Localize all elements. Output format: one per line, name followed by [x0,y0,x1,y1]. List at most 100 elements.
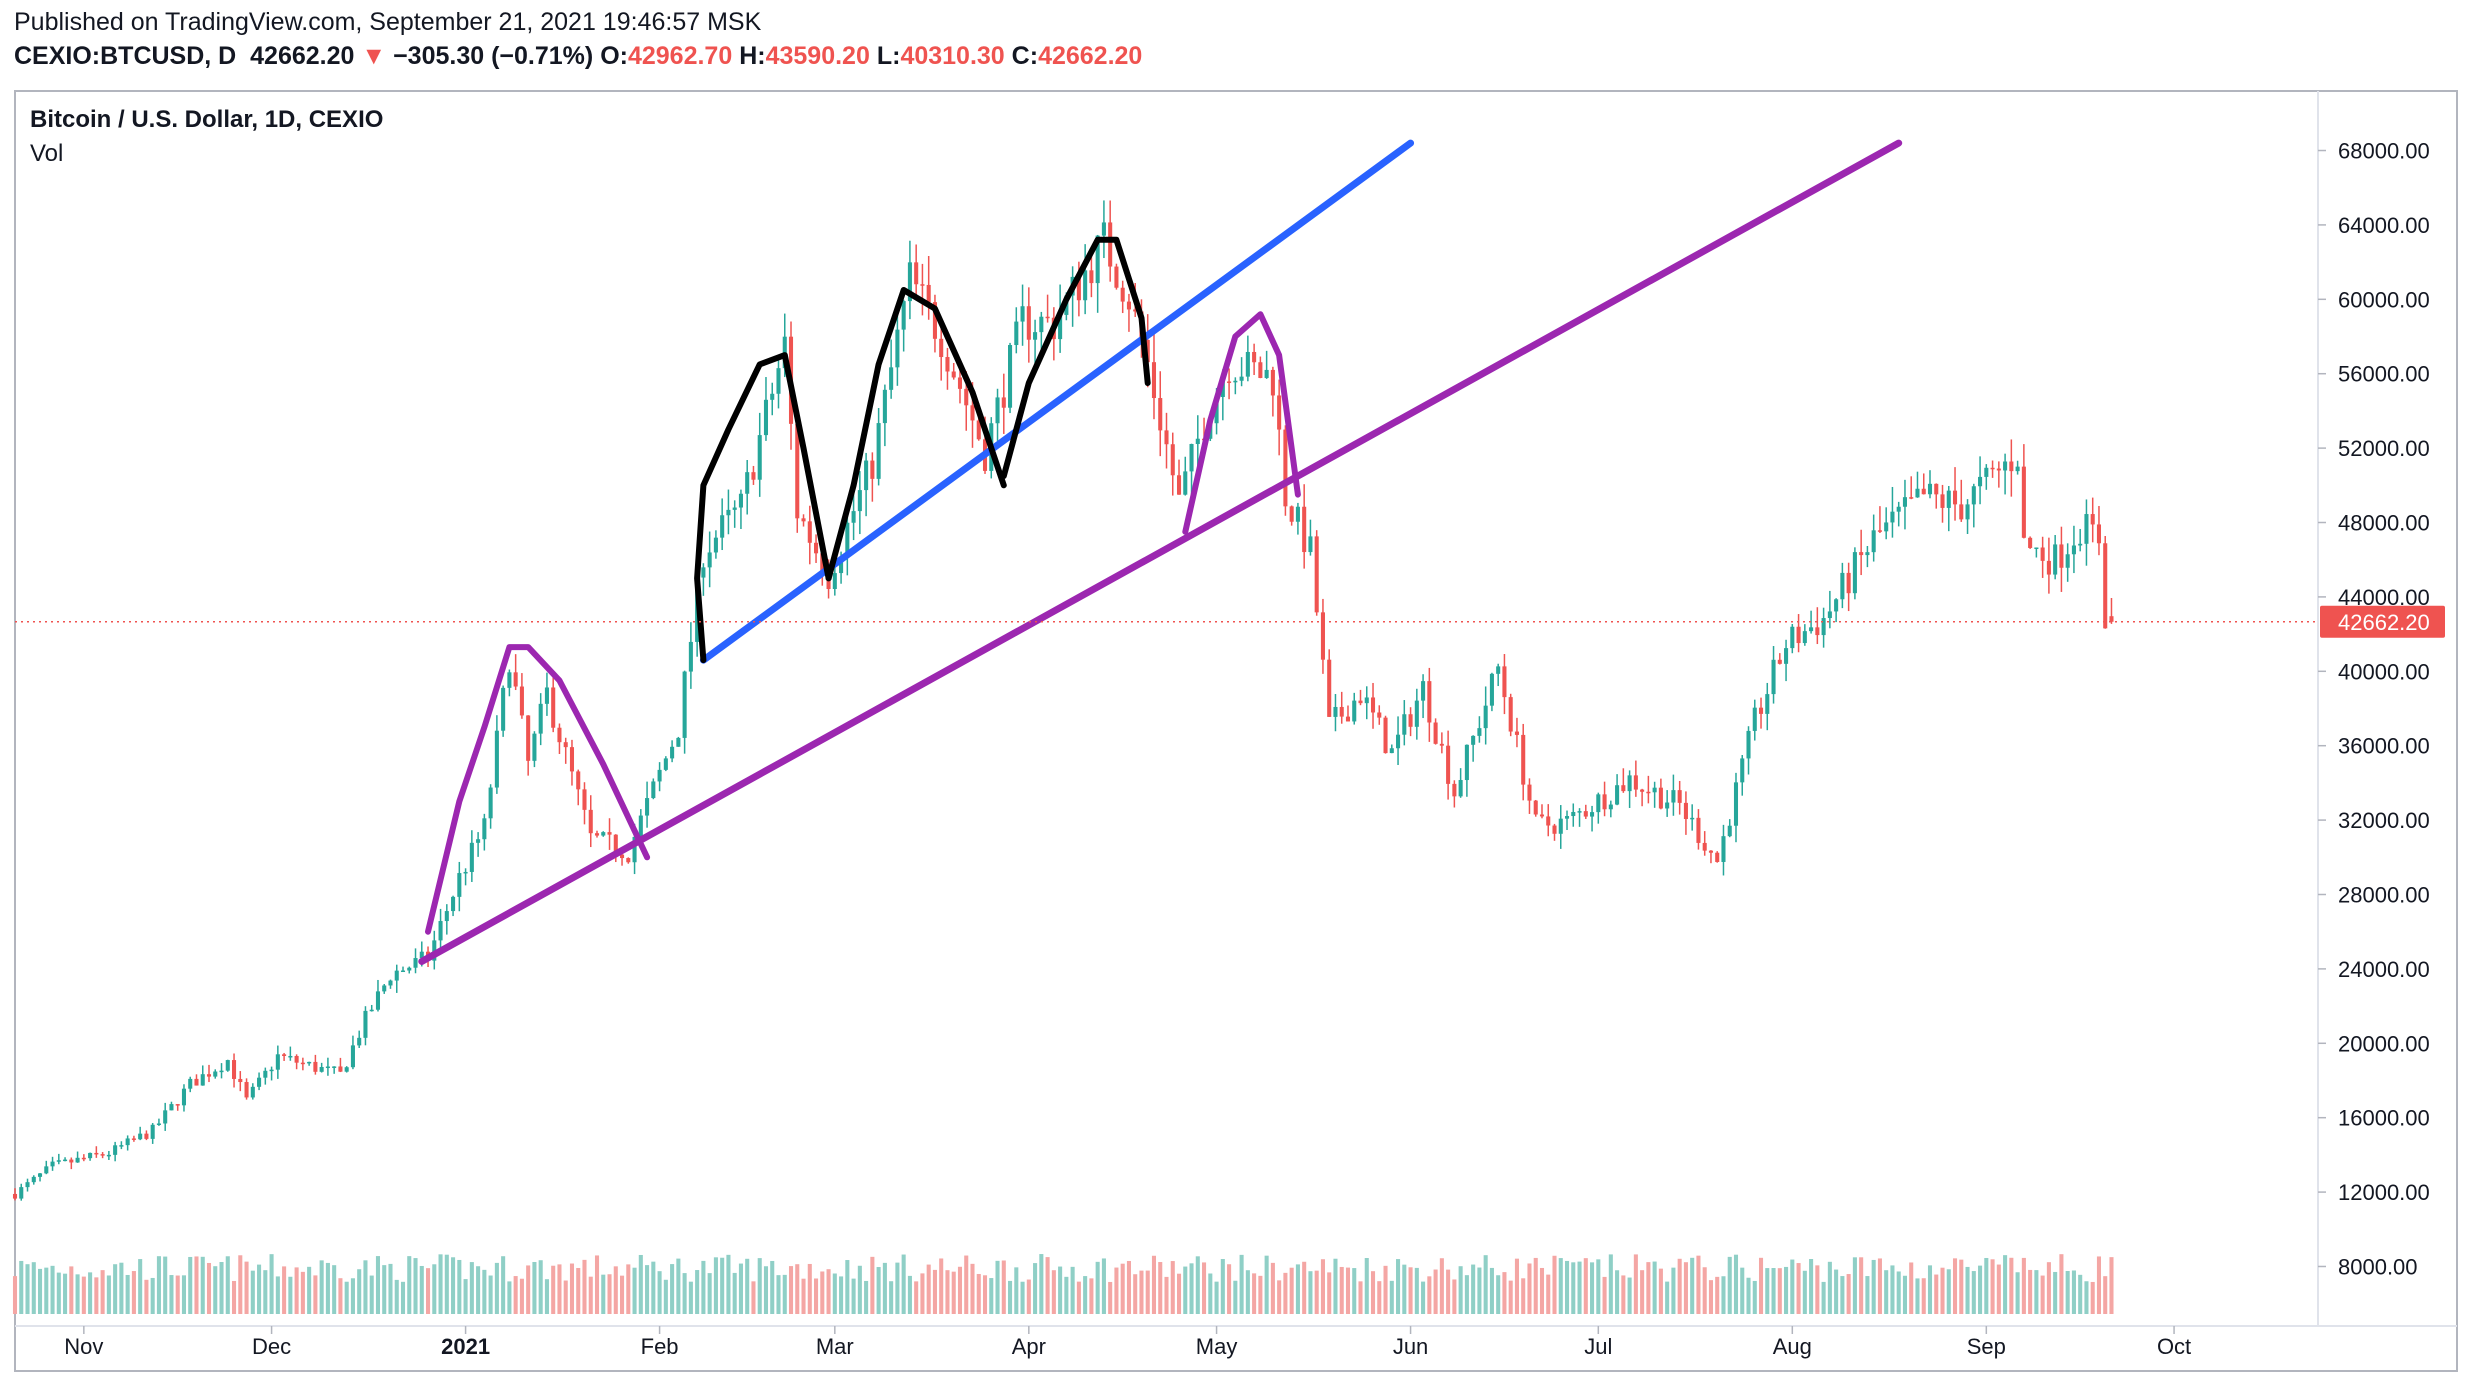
candle-body [1665,802,1670,809]
candle-body [939,338,944,358]
candle-body [1101,222,1106,236]
purple-trendline[interactable] [418,139,1903,965]
candle-body [12,1193,18,1199]
volume-bar [682,1273,687,1314]
candle-body [713,537,718,553]
volume-bar [476,1266,481,1314]
volume-bar [181,1275,187,1314]
volume-bar [889,1281,894,1314]
blue-trendline[interactable] [699,139,1415,664]
volume-bar [726,1254,731,1314]
candle-body [1176,475,1182,495]
volume-bar [1014,1267,1019,1314]
candle-body [1026,306,1031,340]
volume-bar [1308,1271,1313,1314]
volume-bar [1877,1258,1882,1314]
volume-bar [1095,1261,1100,1314]
candle-body [820,553,825,575]
candle-body [1214,396,1219,424]
volume-bar [56,1272,61,1314]
volume-bar [225,1256,230,1314]
volume-bar [1176,1273,1182,1314]
candle-body [1058,314,1063,340]
symbol-label[interactable]: CEXIO:BTCUSD, D [14,42,237,70]
volume-bar [1070,1266,1075,1314]
candle-body [526,715,531,761]
volume-bar [44,1267,49,1314]
volume-bar [901,1254,906,1314]
candle-body [1370,697,1376,713]
candle-body [1489,673,1494,706]
candle-body [1840,572,1845,600]
candle-body [1483,705,1488,729]
candle-body [970,405,975,421]
volume-bar [801,1278,806,1314]
volume-bar [1151,1255,1157,1314]
volume-bar [1758,1257,1764,1314]
candle-body [1884,522,1889,532]
volume-bar [663,1279,668,1314]
candle-body [682,671,687,738]
candle-body [50,1161,55,1167]
volume-bar [1840,1276,1845,1314]
candle-body [131,1138,136,1140]
candle-body [282,1054,287,1056]
volume-bar [995,1260,1000,1314]
volume-bar [1852,1257,1857,1314]
candle-body [538,703,543,734]
black-arc-1[interactable] [694,352,832,664]
volume-bar [213,1266,218,1314]
purple-arc-right[interactable] [1182,311,1301,535]
black-arc-3[interactable] [1000,236,1151,479]
black-arc-2[interactable] [825,287,1007,582]
candle-body [1383,717,1388,754]
purple-arc-left[interactable] [425,644,651,935]
volume-bar [1508,1280,1513,1314]
candle-body [1076,276,1081,301]
candle-body [2003,461,2008,471]
volume-bar [2015,1272,2020,1314]
candle-body [250,1086,255,1098]
volume-bar [1001,1260,1006,1314]
candle-body [1258,362,1263,378]
volume-bar [1339,1266,1344,1314]
volume-bar [1971,1271,1976,1314]
volume-bar [2053,1271,2058,1314]
volume-bar [413,1258,418,1314]
candle-body [1708,850,1713,853]
candle-body [670,746,675,759]
candle-body [2059,544,2064,568]
y-tick-label: 40000.00 [2338,659,2430,684]
x-tick-label: Nov [64,1334,103,1359]
volume-bar [1546,1274,1551,1314]
volume-bar [1902,1275,1907,1314]
candle-body [156,1123,161,1125]
candle-body [1464,744,1469,781]
low-label: L: [876,42,901,70]
candle-body [707,552,712,568]
candle-body [932,302,937,339]
candle-body [1834,599,1839,612]
volume-bar [1195,1256,1200,1314]
chart-frame[interactable] [14,90,2458,1372]
candle-body [188,1078,193,1089]
candle-body [2103,543,2108,629]
volume-bar [2090,1281,2095,1314]
volume-bar [776,1275,781,1314]
candle-body [1033,332,1038,340]
volume-bar [1439,1258,1444,1314]
volume-bar [839,1276,844,1314]
volume-bar [1790,1259,1795,1314]
candle-body [382,985,387,992]
volume-bar [269,1254,274,1314]
volume-bar [1208,1273,1213,1314]
volume-bar [400,1281,406,1314]
volume-bar [576,1267,581,1314]
volume-bar [1965,1266,1970,1314]
volume-bar [69,1266,74,1314]
volume-bar [169,1275,174,1314]
candle-body [1183,471,1188,495]
volume-bar [1283,1272,1288,1314]
volume-bar [1765,1268,1770,1314]
